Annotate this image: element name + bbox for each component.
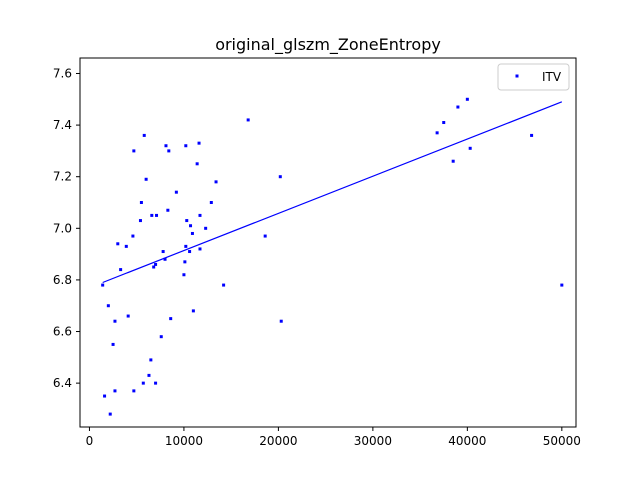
data-point <box>468 146 472 150</box>
data-point <box>182 273 186 277</box>
data-point <box>188 250 192 254</box>
y-tick-label: 6.6 <box>53 325 72 339</box>
data-point <box>159 335 163 339</box>
data-point <box>161 250 165 254</box>
data-point <box>435 131 439 135</box>
y-tick-label: 7.4 <box>53 118 72 132</box>
data-point <box>197 141 201 145</box>
x-tick-label: 30000 <box>354 434 392 448</box>
chart-title: original_glszm_ZoneEntropy <box>215 35 441 55</box>
data-point <box>456 105 460 109</box>
data-point <box>169 317 173 321</box>
y-tick-label: 6.8 <box>53 273 72 287</box>
data-point <box>119 268 123 272</box>
data-point <box>147 373 151 377</box>
data-point <box>138 219 142 223</box>
data-point <box>278 175 282 179</box>
data-point <box>185 219 189 223</box>
data-point <box>198 213 202 217</box>
legend-box <box>497 63 570 91</box>
x-axis-ticks: 0 10000 20000 30000 40000 50000 <box>86 427 581 448</box>
data-point <box>279 319 283 323</box>
x-tick-label: 40000 <box>448 434 486 448</box>
data-point <box>190 231 194 235</box>
data-point <box>184 144 188 148</box>
data-point <box>560 283 564 287</box>
legend-marker <box>515 74 519 78</box>
data-point <box>141 381 145 385</box>
data-point <box>263 234 267 238</box>
data-point <box>184 244 188 248</box>
data-point <box>183 260 187 264</box>
data-point <box>451 159 455 163</box>
plot-area <box>101 97 564 416</box>
data-point <box>214 180 218 184</box>
axes-frame <box>79 57 577 428</box>
data-point <box>246 118 250 122</box>
data-point <box>126 314 130 318</box>
data-point <box>113 319 117 323</box>
y-tick-label: 6.4 <box>53 376 72 390</box>
data-point <box>124 244 128 248</box>
y-tick-label: 7.6 <box>53 66 72 80</box>
data-point <box>222 283 226 287</box>
data-point <box>204 226 208 230</box>
data-point <box>132 389 136 393</box>
data-point <box>106 304 110 308</box>
data-point <box>164 144 168 148</box>
data-point <box>149 358 153 362</box>
data-point <box>154 262 158 266</box>
data-point <box>116 242 120 246</box>
data-point <box>131 234 135 238</box>
data-point <box>154 381 158 385</box>
data-point <box>150 213 154 217</box>
data-point <box>198 247 202 251</box>
data-point <box>530 133 534 137</box>
data-point <box>144 177 148 181</box>
data-point <box>103 394 107 398</box>
data-point <box>139 201 143 205</box>
x-tick-label: 10000 <box>165 434 203 448</box>
data-point <box>465 97 469 101</box>
data-point <box>152 265 156 269</box>
data-point <box>111 342 115 346</box>
legend-label-itv: ITV <box>542 70 562 84</box>
x-tick-label: 0 <box>86 434 94 448</box>
data-point <box>142 133 146 137</box>
data-point <box>195 162 199 166</box>
y-tick-label: 7.2 <box>53 170 72 184</box>
legend: ITV <box>497 63 570 91</box>
data-point <box>189 224 193 228</box>
data-point <box>113 389 117 393</box>
x-tick-label: 50000 <box>543 434 581 448</box>
data-point <box>132 149 136 153</box>
data-point <box>166 208 170 212</box>
x-tick-label: 20000 <box>259 434 297 448</box>
data-point <box>442 121 446 125</box>
data-point <box>209 201 213 205</box>
data-point <box>191 309 195 313</box>
y-tick-label: 7.0 <box>53 221 72 235</box>
data-point <box>108 412 112 416</box>
y-axis-ticks: 6.4 6.6 6.8 7.0 7.2 7.4 7.6 <box>53 66 80 390</box>
trend-line <box>102 101 563 284</box>
data-point <box>167 149 171 153</box>
data-point <box>155 213 159 217</box>
data-point <box>163 257 167 261</box>
data-point <box>101 283 105 287</box>
data-point <box>174 190 178 194</box>
